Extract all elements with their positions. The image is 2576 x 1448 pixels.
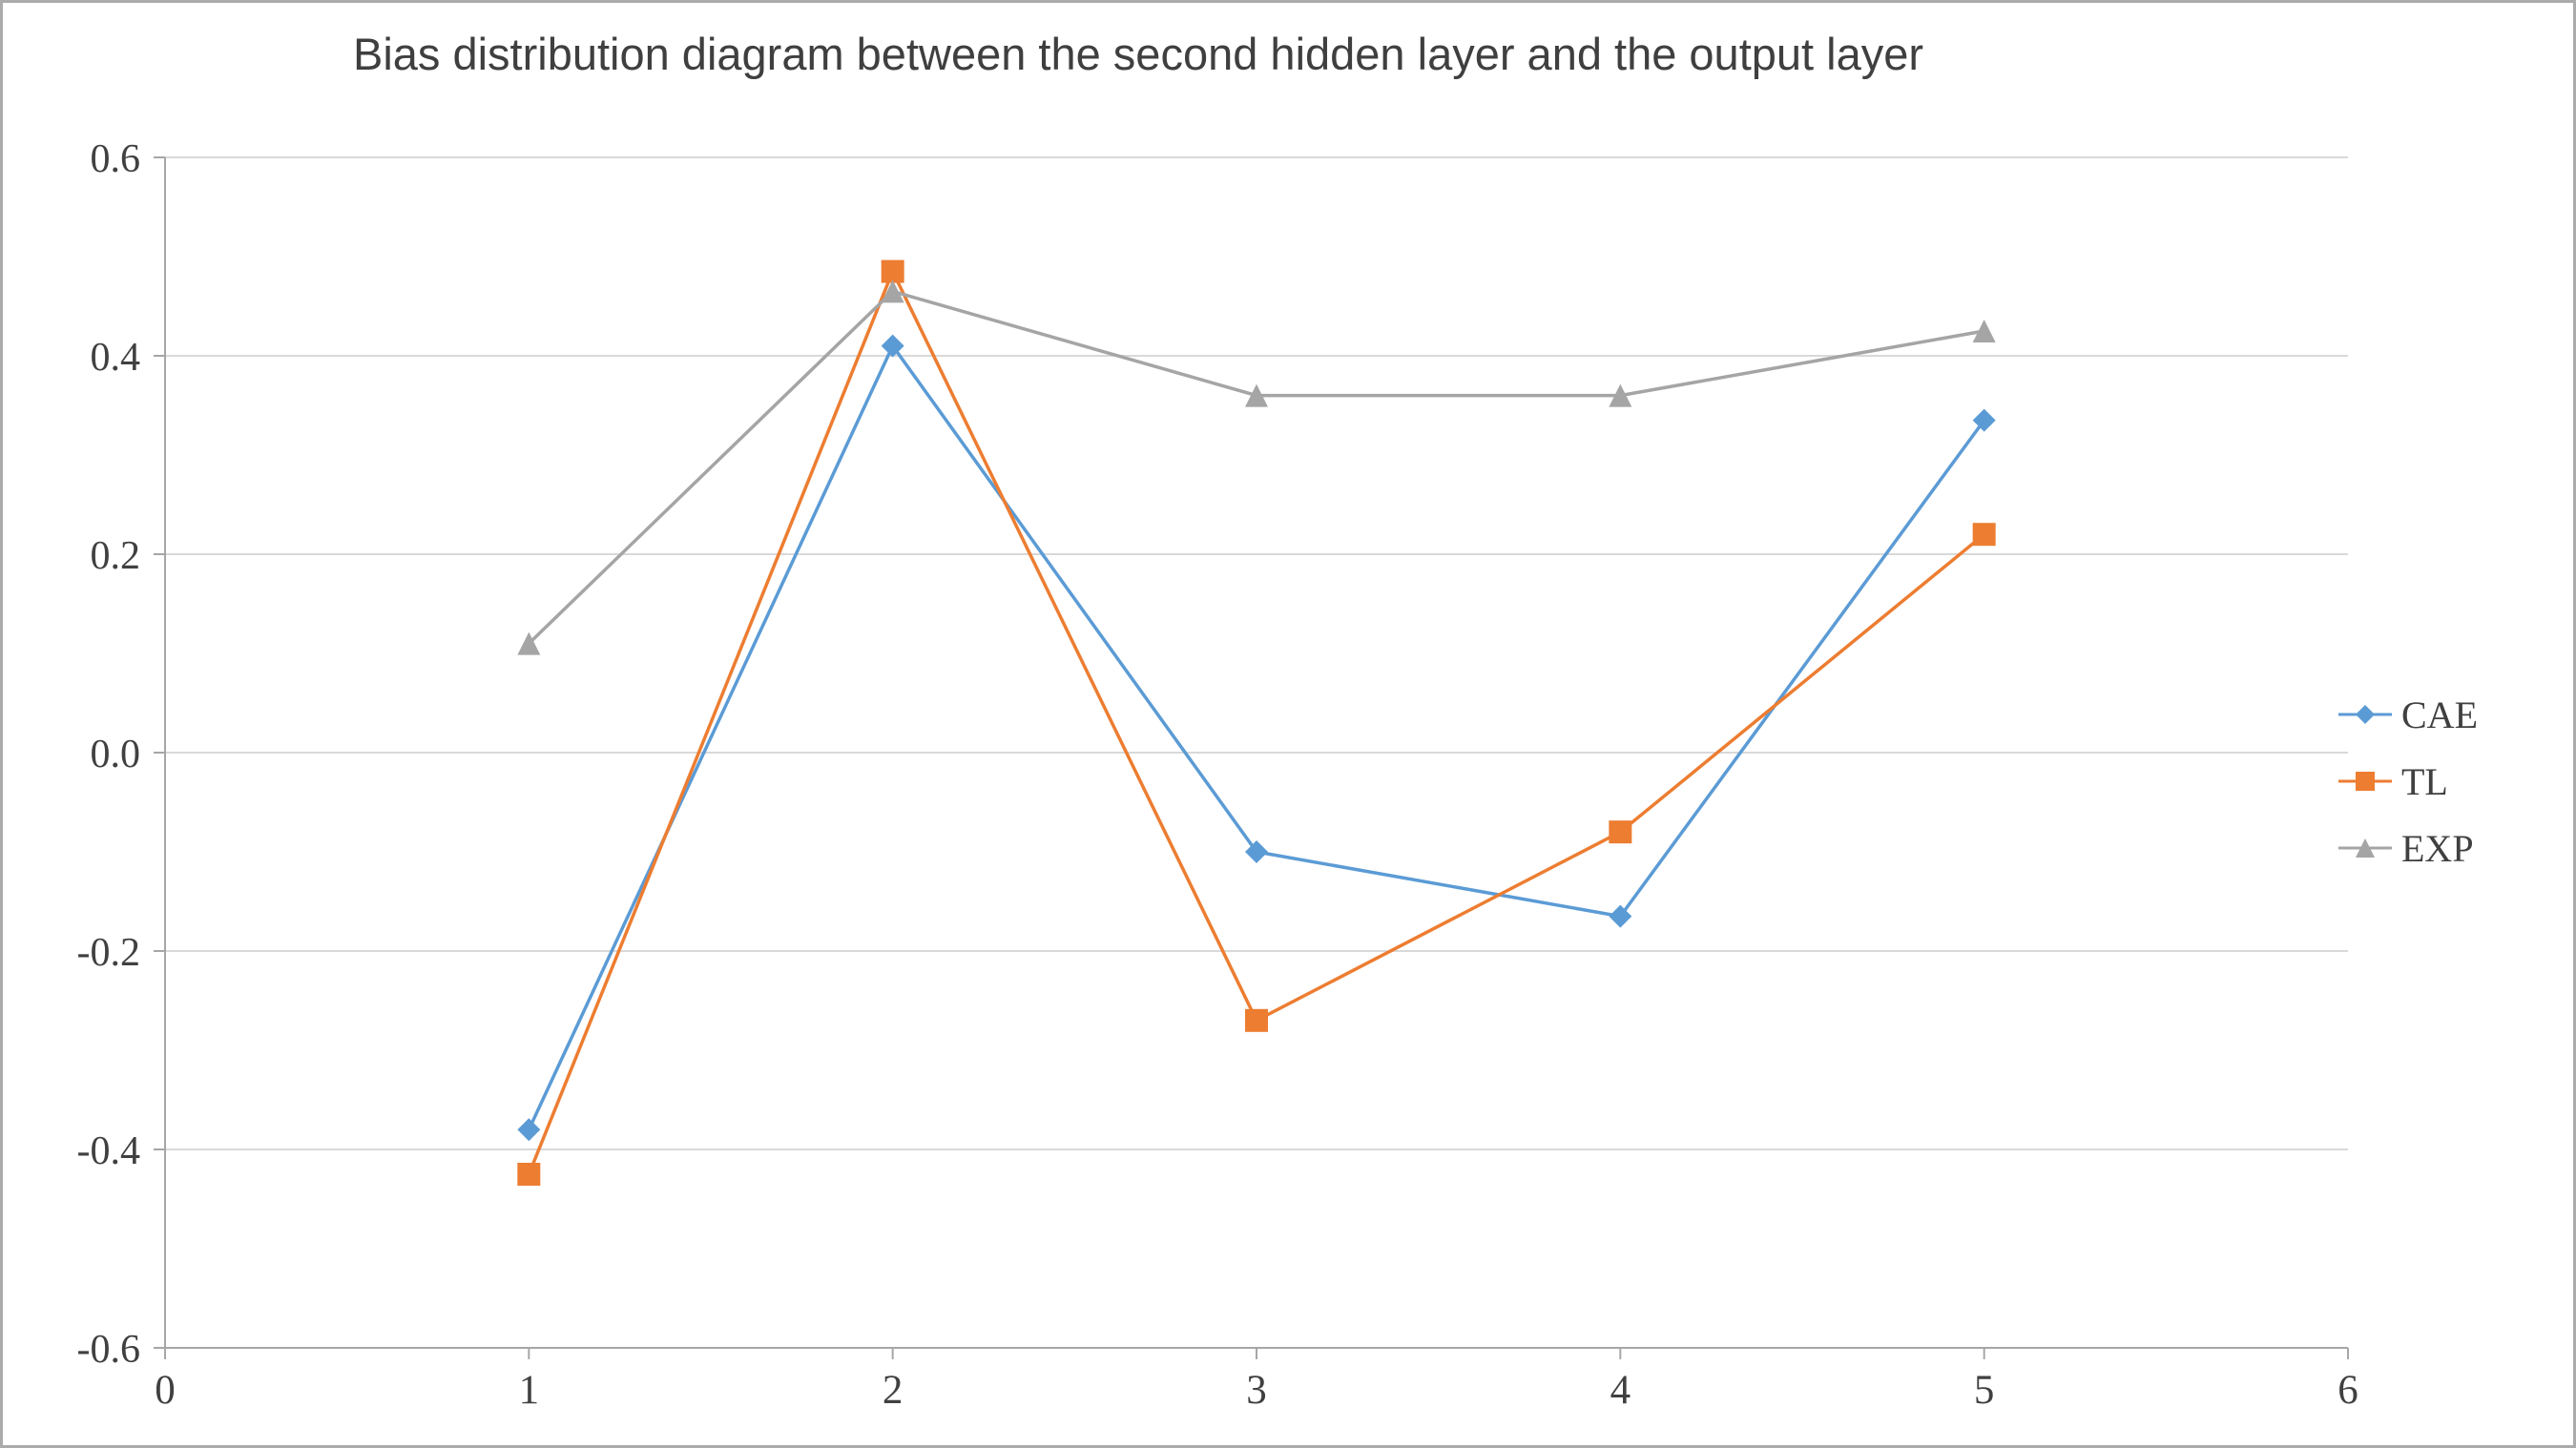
marker-tl — [881, 259, 904, 283]
y-tick-label: -0.4 — [77, 1129, 141, 1173]
marker-exp — [1245, 383, 1268, 407]
marker-exp — [517, 631, 541, 655]
marker-exp — [1609, 383, 1632, 407]
x-tick-label: 3 — [1246, 1368, 1267, 1413]
legend-marker-exp — [2356, 838, 2375, 858]
y-tick-label: -0.6 — [77, 1328, 141, 1372]
series-line-exp — [528, 289, 1984, 645]
x-tick-label: 0 — [155, 1368, 176, 1413]
marker-exp — [1972, 320, 1996, 342]
y-tick-label: 0.4 — [91, 336, 141, 380]
marker-tl — [1609, 820, 1632, 844]
x-tick-label: 1 — [519, 1368, 540, 1413]
legend-marker-tl — [2356, 772, 2375, 791]
marker-cae — [1245, 840, 1268, 863]
y-tick-label: 0.6 — [91, 137, 141, 181]
marker-tl — [517, 1163, 541, 1186]
y-tick-label: -0.2 — [77, 931, 141, 975]
x-tick-label: 4 — [1610, 1368, 1631, 1413]
marker-cae — [1972, 408, 1996, 432]
chart-title: Bias distribution diagram between the se… — [352, 29, 1924, 79]
marker-tl — [1245, 1008, 1268, 1032]
y-tick-label: 0.2 — [91, 534, 141, 578]
marker-tl — [1972, 523, 1996, 547]
marker-cae — [1609, 904, 1632, 928]
marker-cae — [517, 1118, 541, 1142]
legend-marker-cae — [2356, 705, 2375, 724]
chart-svg: 0 1 2 3 4 5 6 0.6 0.4 0.2 0.0 -0.2 -0.4 -0.6 CAE TL EXP — [77, 137, 2479, 1413]
marker-cae — [881, 334, 904, 358]
marker-exp — [881, 279, 904, 303]
x-tick-label: 6 — [2337, 1368, 2358, 1413]
x-tick-label: 5 — [1974, 1368, 1995, 1413]
x-tick-label: 2 — [883, 1368, 904, 1413]
y-tick-label: 0.0 — [91, 733, 141, 776]
legend-label-cae: CAE — [2401, 693, 2478, 736]
legend-label-tl: TL — [2401, 760, 2448, 803]
legend-label-exp: EXP — [2401, 827, 2474, 870]
